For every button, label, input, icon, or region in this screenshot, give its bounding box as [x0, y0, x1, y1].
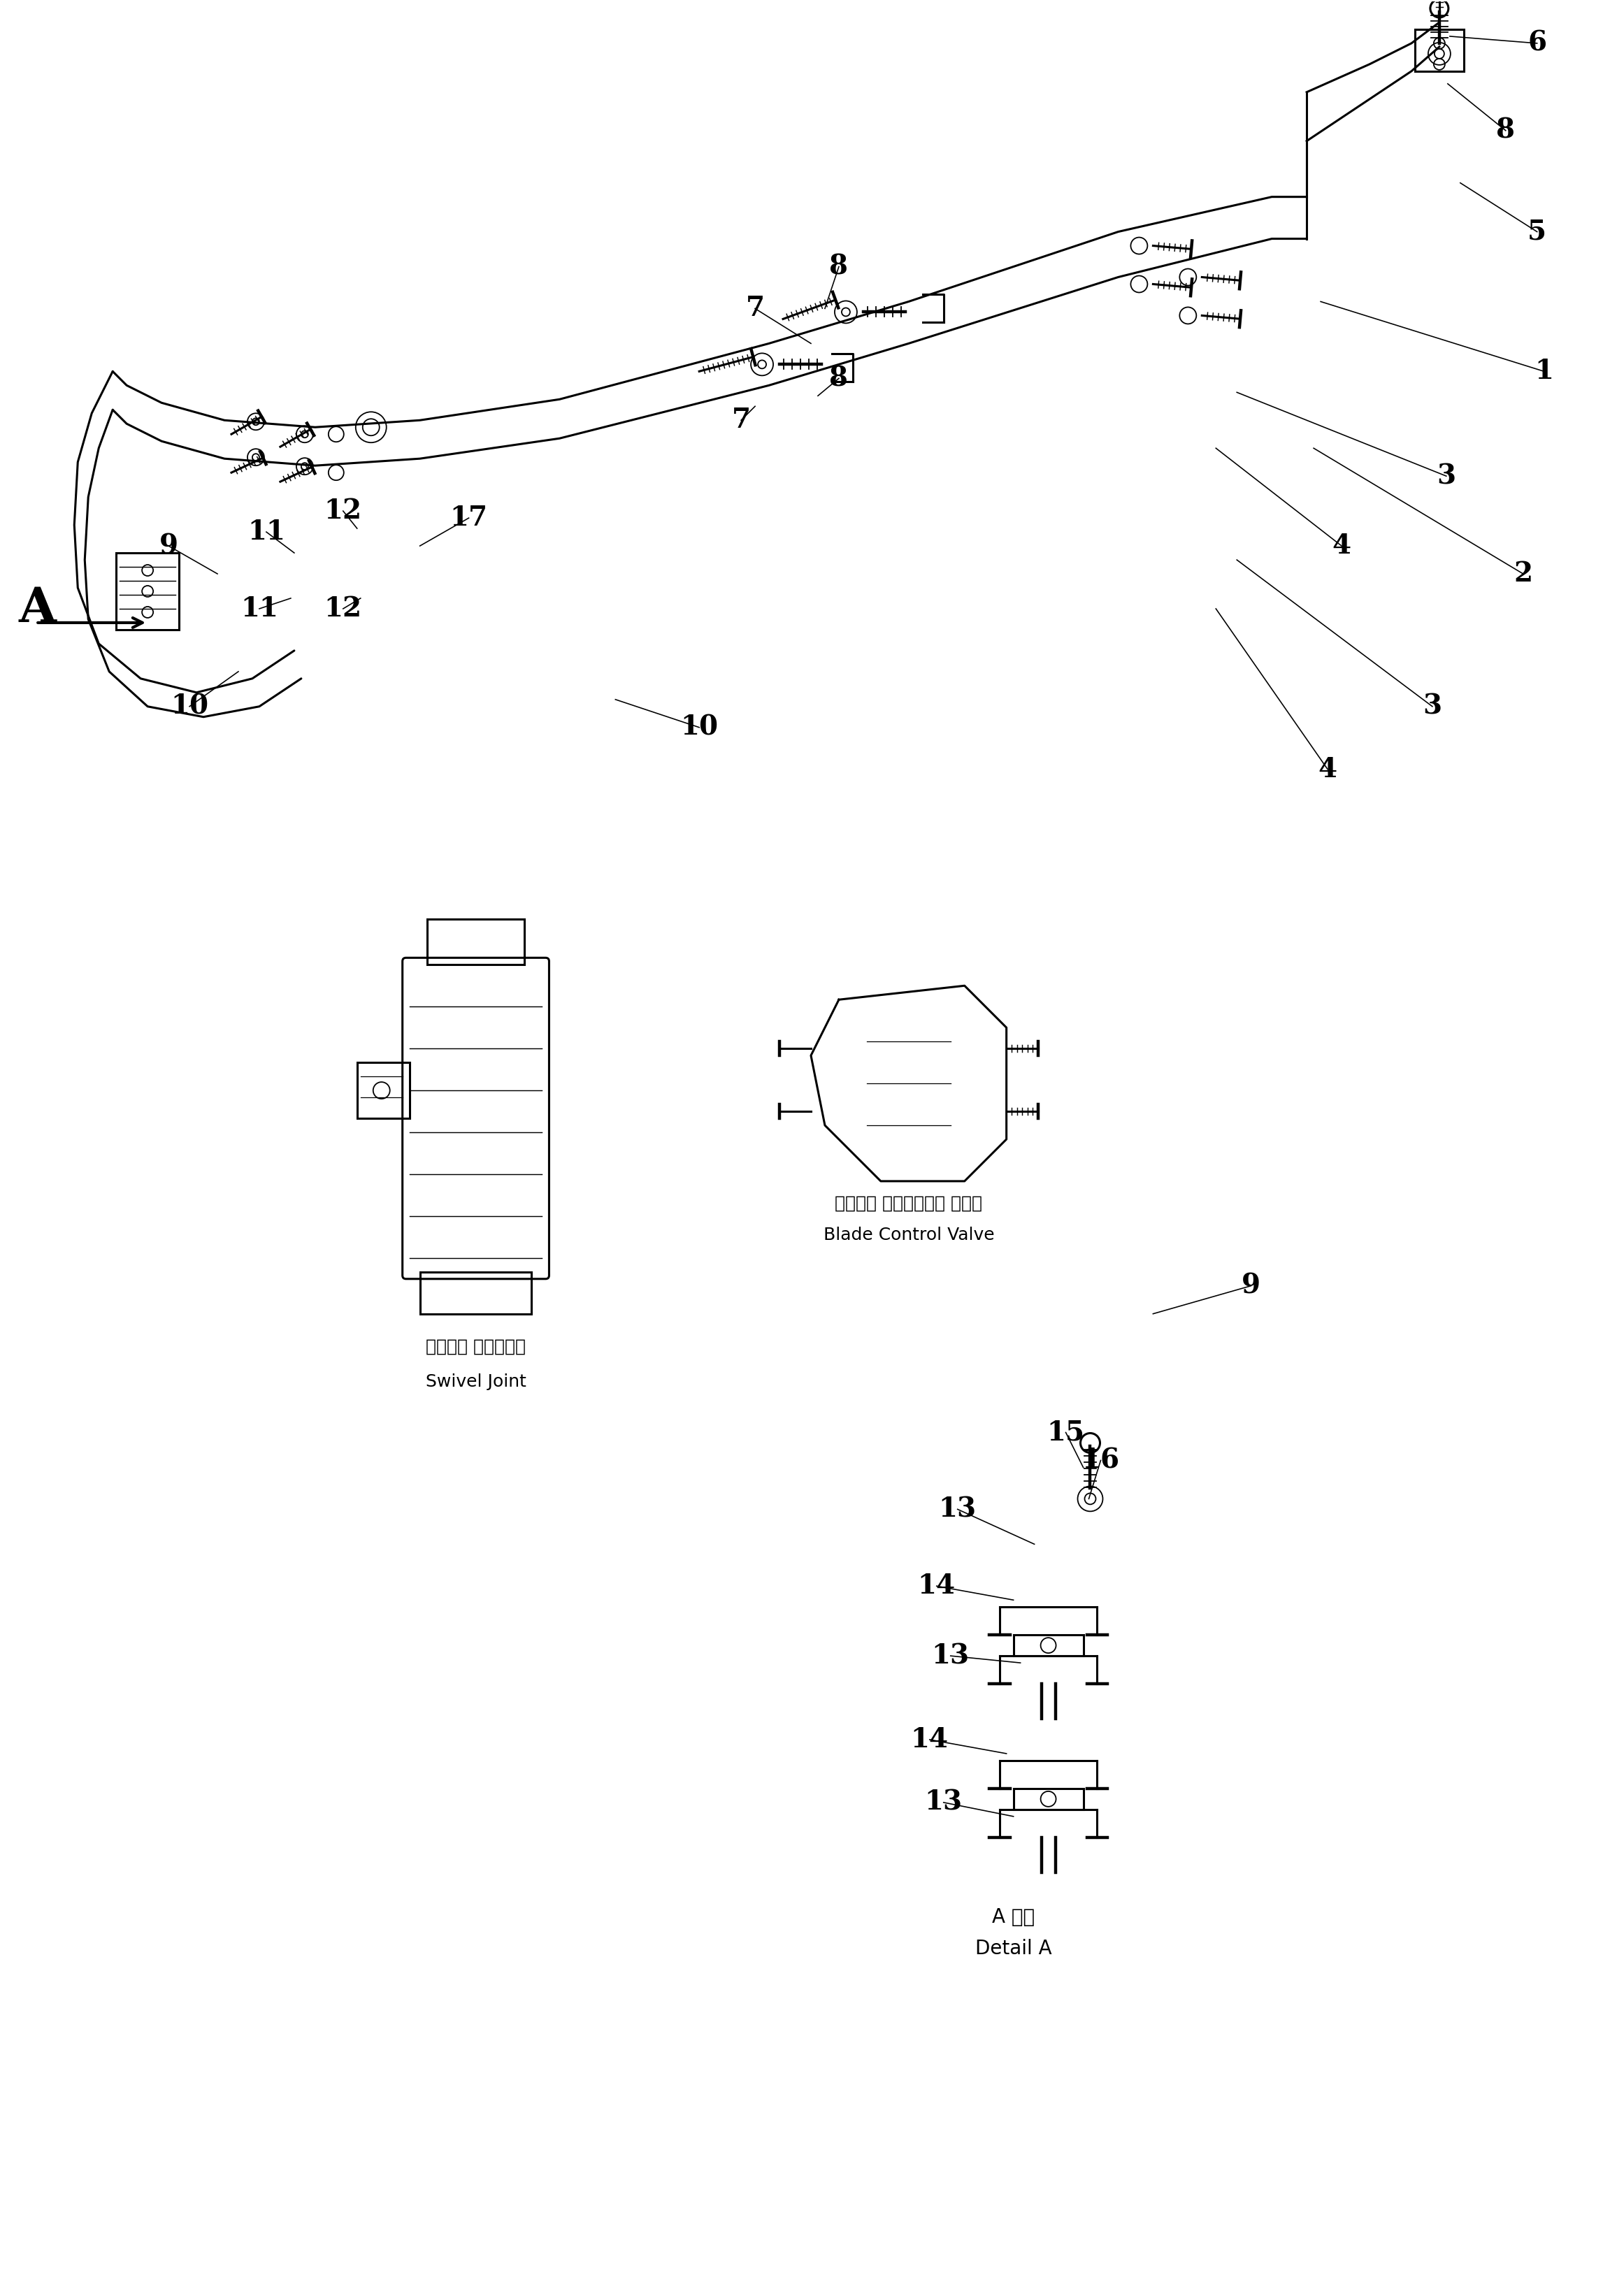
Text: 14: 14	[911, 1727, 949, 1752]
Text: 11: 11	[247, 519, 285, 544]
Text: 4: 4	[1318, 755, 1337, 783]
Text: A 詳細: A 詳細	[992, 1908, 1036, 1926]
Text: 7: 7	[731, 406, 750, 434]
Text: 10: 10	[680, 714, 718, 742]
Text: 9: 9	[159, 533, 178, 560]
Text: 1: 1	[1534, 358, 1553, 386]
Text: A: A	[18, 585, 56, 631]
Text: 12: 12	[324, 595, 362, 622]
Bar	[1013, 1789, 1084, 1809]
Text: Swivel Joint: Swivel Joint	[425, 1373, 526, 1389]
Text: 13: 13	[931, 1642, 970, 1669]
Text: 17: 17	[450, 505, 487, 530]
Text: 7: 7	[745, 296, 765, 321]
Text: 8: 8	[829, 365, 848, 393]
Text: 5: 5	[1528, 218, 1547, 246]
Text: Detail A: Detail A	[975, 1938, 1052, 1958]
Bar	[357, 1063, 409, 1118]
Text: 13: 13	[925, 1789, 962, 1816]
Bar	[1415, 30, 1464, 71]
Text: 12: 12	[324, 498, 362, 523]
Text: ブレード コントロール バルブ: ブレード コントロール バルブ	[835, 1196, 983, 1212]
Text: 16: 16	[1082, 1446, 1119, 1474]
Bar	[420, 1272, 532, 1313]
Text: Blade Control Valve: Blade Control Valve	[824, 1226, 994, 1244]
Text: 8: 8	[829, 253, 848, 280]
Text: 6: 6	[1528, 30, 1547, 57]
Bar	[1013, 1635, 1084, 1655]
Text: 10: 10	[170, 693, 208, 719]
Text: 3: 3	[1436, 464, 1456, 489]
Bar	[115, 553, 180, 629]
Text: 3: 3	[1423, 693, 1441, 719]
Text: 11: 11	[240, 595, 279, 622]
Text: 2: 2	[1513, 560, 1532, 588]
Text: 13: 13	[939, 1497, 976, 1522]
Text: 9: 9	[1241, 1272, 1260, 1300]
Bar	[426, 918, 524, 964]
Text: 8: 8	[1496, 117, 1515, 145]
Text: 14: 14	[917, 1573, 955, 1600]
Text: 4: 4	[1332, 533, 1351, 560]
Text: 15: 15	[1047, 1419, 1085, 1446]
Text: スイベル ジョイント: スイベル ジョイント	[426, 1339, 526, 1355]
